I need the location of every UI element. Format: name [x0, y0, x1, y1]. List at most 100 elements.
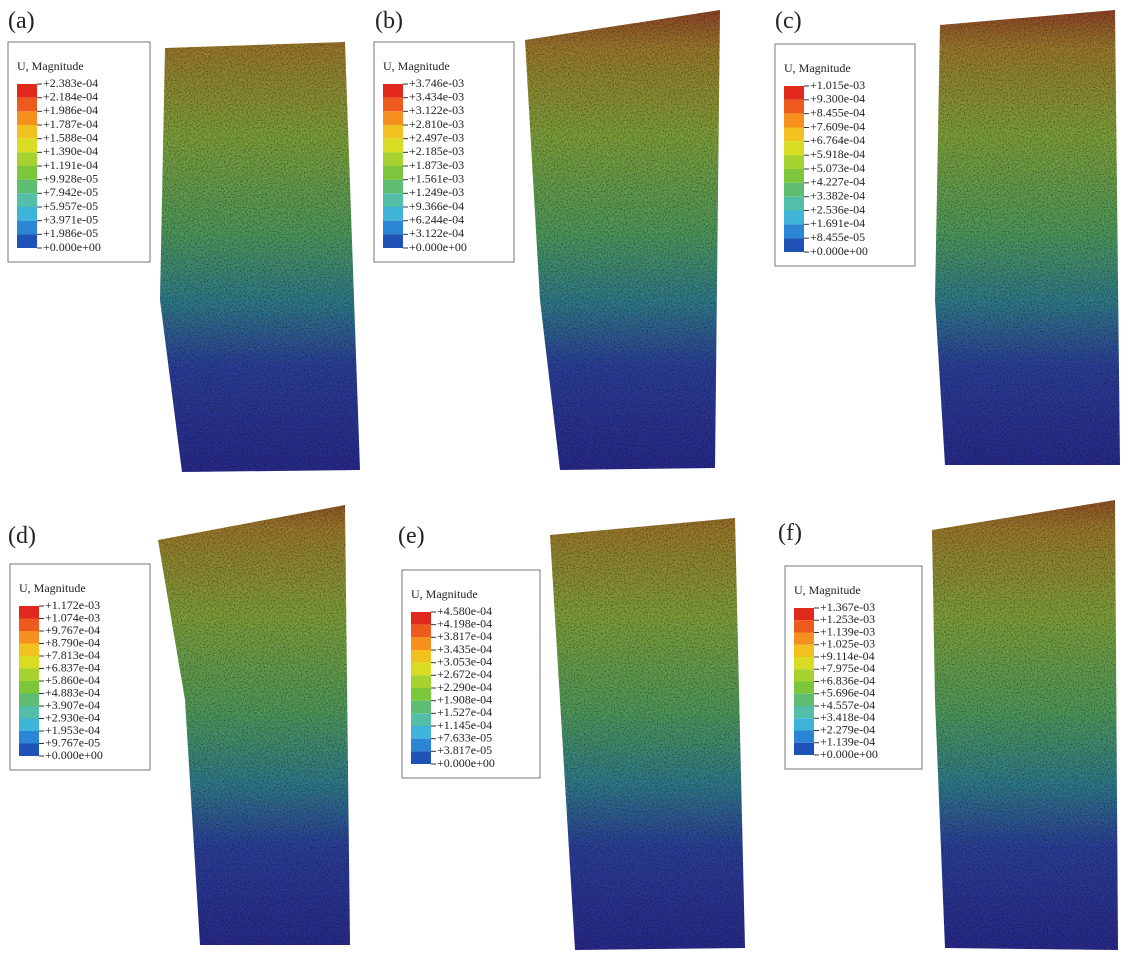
legend-value: +2.383e-04: [43, 76, 98, 90]
legend-swatch: [411, 713, 431, 726]
legend-value: +2.497e-03: [409, 130, 464, 144]
legend-swatch: [794, 608, 814, 620]
legend-swatch: [784, 86, 804, 100]
legend-value: +4.227e-04: [810, 175, 865, 189]
legend-swatch: [794, 645, 814, 657]
legend-swatch: [784, 128, 804, 142]
legend-value: +5.073e-04: [810, 161, 865, 175]
legend-swatch: [17, 193, 37, 207]
panel-label: (e): [398, 523, 425, 549]
legend-value: +3.434e-03: [409, 89, 464, 103]
legend-swatch: [794, 694, 814, 706]
legend-swatch: [784, 211, 804, 225]
legend-swatch: [17, 111, 37, 125]
legend-value: +9.300e-04: [810, 92, 865, 106]
legend-value: +0.000e+00: [43, 240, 101, 254]
legend-value: +0.000e+00: [409, 240, 467, 254]
legend-value: +9.928e-05: [43, 171, 98, 185]
legend-value: +1.986e-04: [43, 103, 98, 117]
legend-value: +9.366e-04: [409, 199, 464, 213]
legend: U, Magnitude+1.172e-03+1.074e-03+9.767e-…: [10, 564, 150, 770]
legend-swatch: [411, 701, 431, 714]
legend-swatch: [411, 739, 431, 752]
legend-swatch: [794, 657, 814, 669]
legend-swatch: [794, 731, 814, 743]
legend: U, Magnitude+2.383e-04+2.184e-04+1.986e-…: [8, 42, 150, 262]
legend-swatch: [383, 152, 403, 166]
legend-value: +1.986e-05: [43, 226, 98, 240]
legend-swatch: [17, 234, 37, 248]
legend-swatch: [794, 682, 814, 694]
legend-swatch: [383, 180, 403, 194]
legend-value: +3.971e-05: [43, 212, 98, 226]
figure: (a)U, Magnitude+2.383e-04+2.184e-04+1.98…: [0, 0, 1133, 962]
legend-swatch: [17, 98, 37, 112]
legend-value: +8.455e-04: [810, 105, 865, 119]
legend-value: +1.249e-03: [409, 185, 464, 199]
legend-swatch: [383, 111, 403, 125]
legend-swatch: [383, 221, 403, 235]
legend-swatch: [411, 663, 431, 676]
legend-swatch: [411, 688, 431, 701]
legend: U, Magnitude+4.580e-04+4.198e-04+3.817e-…: [402, 570, 540, 778]
legend-value: +1.015e-03: [810, 78, 865, 92]
legend-swatch: [784, 114, 804, 128]
legend-swatch: [19, 619, 39, 632]
legend-title: U, Magnitude: [17, 59, 84, 73]
legend-swatch: [19, 694, 39, 707]
legend: U, Magnitude+1.015e-03+9.300e-04+8.455e-…: [775, 44, 915, 266]
legend-value: +2.184e-04: [43, 89, 98, 103]
legend-value: +0.000e+00: [45, 748, 103, 762]
legend-value: +7.942e-05: [43, 185, 98, 199]
legend-value: +1.191e-04: [43, 158, 98, 172]
legend-swatch: [383, 207, 403, 221]
legend-swatch: [794, 633, 814, 645]
legend-value: +3.746e-03: [409, 76, 464, 90]
panel-label: (a): [8, 8, 35, 34]
legend-swatch: [411, 637, 431, 650]
legend-swatch: [794, 669, 814, 681]
legend-swatch: [784, 183, 804, 197]
legend-swatch: [794, 718, 814, 730]
panel-label: (b): [375, 8, 403, 34]
legend-swatch: [411, 675, 431, 688]
legend-swatch: [411, 612, 431, 625]
legend-swatch: [19, 719, 39, 732]
legend-swatch: [784, 238, 804, 252]
legend-value: +5.957e-05: [43, 199, 98, 213]
legend: U, Magnitude+3.746e-03+3.434e-03+3.122e-…: [374, 42, 514, 262]
legend-swatch: [411, 625, 431, 638]
legend-value: +1.873e-03: [409, 158, 464, 172]
legend-swatch: [411, 751, 431, 764]
legend-value: +1.691e-04: [810, 216, 865, 230]
legend-swatch: [784, 224, 804, 238]
legend-swatch: [19, 669, 39, 682]
legend-value: +6.244e-04: [409, 212, 464, 226]
legend-title: U, Magnitude: [784, 61, 851, 75]
legend-swatch: [383, 166, 403, 180]
legend-swatch: [17, 180, 37, 194]
legend-swatch: [383, 84, 403, 98]
legend-value: +3.382e-04: [810, 188, 865, 202]
legend-value: +0.000e+00: [810, 244, 868, 258]
legend-value: +2.536e-04: [810, 202, 865, 216]
legend-title: U, Magnitude: [794, 583, 861, 597]
legend-value: +2.185e-03: [409, 144, 464, 158]
legend-value: +8.455e-05: [810, 230, 865, 244]
legend-swatch: [17, 125, 37, 139]
legend-swatch: [17, 221, 37, 235]
legend-swatch: [794, 706, 814, 718]
legend-swatch: [17, 139, 37, 153]
legend-swatch: [19, 606, 39, 619]
legend-swatch: [794, 620, 814, 632]
legend: U, Magnitude+1.367e-03+1.253e-03+1.139e-…: [785, 566, 922, 769]
legend-swatch: [17, 166, 37, 180]
legend-swatch: [17, 152, 37, 166]
legend-swatch: [784, 155, 804, 169]
legend-swatch: [19, 631, 39, 644]
legend-value: +2.810e-03: [409, 117, 464, 131]
legend-swatch: [19, 656, 39, 669]
legend-swatch: [17, 207, 37, 221]
legend-swatch: [19, 681, 39, 694]
legend-value: +3.122e-04: [409, 226, 464, 240]
